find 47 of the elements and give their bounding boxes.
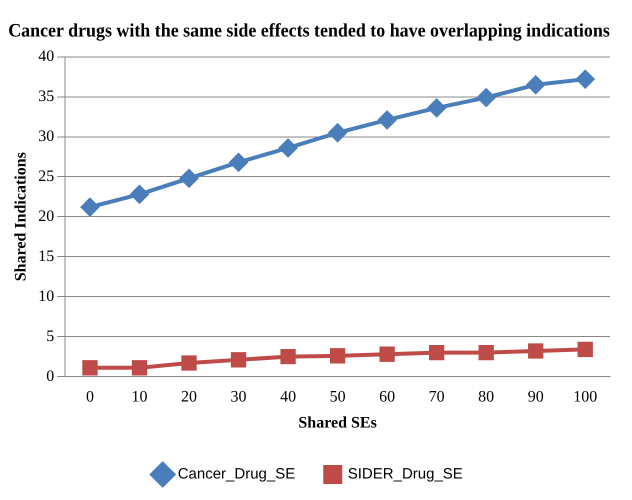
y-tick-label: 40 [38, 48, 54, 66]
point [279, 138, 298, 157]
y-tick-label: 15 [38, 248, 54, 265]
legend-label: SIDER_Drug_SE [348, 466, 463, 483]
x-tick-label: 60 [379, 388, 396, 406]
point [280, 348, 296, 364]
point [82, 360, 98, 376]
point [428, 98, 446, 117]
point [130, 185, 148, 204]
point [478, 344, 494, 360]
x-tick-label: 90 [528, 388, 544, 406]
y-tick-label: 30 [38, 128, 54, 145]
point [230, 153, 248, 172]
point [80, 198, 99, 216]
chart-title: Cancer drugs with the same side effects tended to have overlapping indications [8, 20, 610, 42]
point [477, 88, 496, 107]
x-tick-label: 100 [573, 388, 598, 406]
y-tick-label: 5 [46, 328, 54, 345]
y-tick-label: 35 [38, 88, 54, 105]
legend-label: Cancer_Drug_SE [178, 466, 296, 483]
point [379, 346, 395, 362]
point [181, 355, 197, 371]
x-tick-label: 40 [280, 388, 296, 406]
x-tick-label: 80 [478, 388, 494, 406]
x-tick-label: 20 [181, 388, 198, 406]
y-tick-label: 20 [38, 208, 54, 225]
point [576, 70, 594, 88]
point [230, 352, 246, 368]
point [429, 344, 444, 360]
point [528, 343, 544, 359]
y-tick-label: 25 [38, 168, 54, 185]
x-tick-label: 30 [230, 388, 247, 406]
point [578, 342, 593, 358]
point [132, 360, 148, 376]
point [330, 348, 346, 364]
x-axis-title: Shared SEs [298, 414, 377, 432]
point [180, 169, 198, 188]
y-axis-title: Shared Indications [12, 152, 30, 282]
x-tick-label: 0 [86, 388, 94, 406]
point [328, 124, 347, 142]
x-tick-label: 70 [428, 388, 445, 406]
x-tick-label: 50 [330, 388, 346, 406]
y-tick-label: 10 [38, 288, 54, 305]
y-tick-label: 0 [46, 368, 54, 385]
x-tick-label: 10 [131, 388, 148, 406]
point [378, 110, 396, 129]
point [526, 76, 545, 94]
